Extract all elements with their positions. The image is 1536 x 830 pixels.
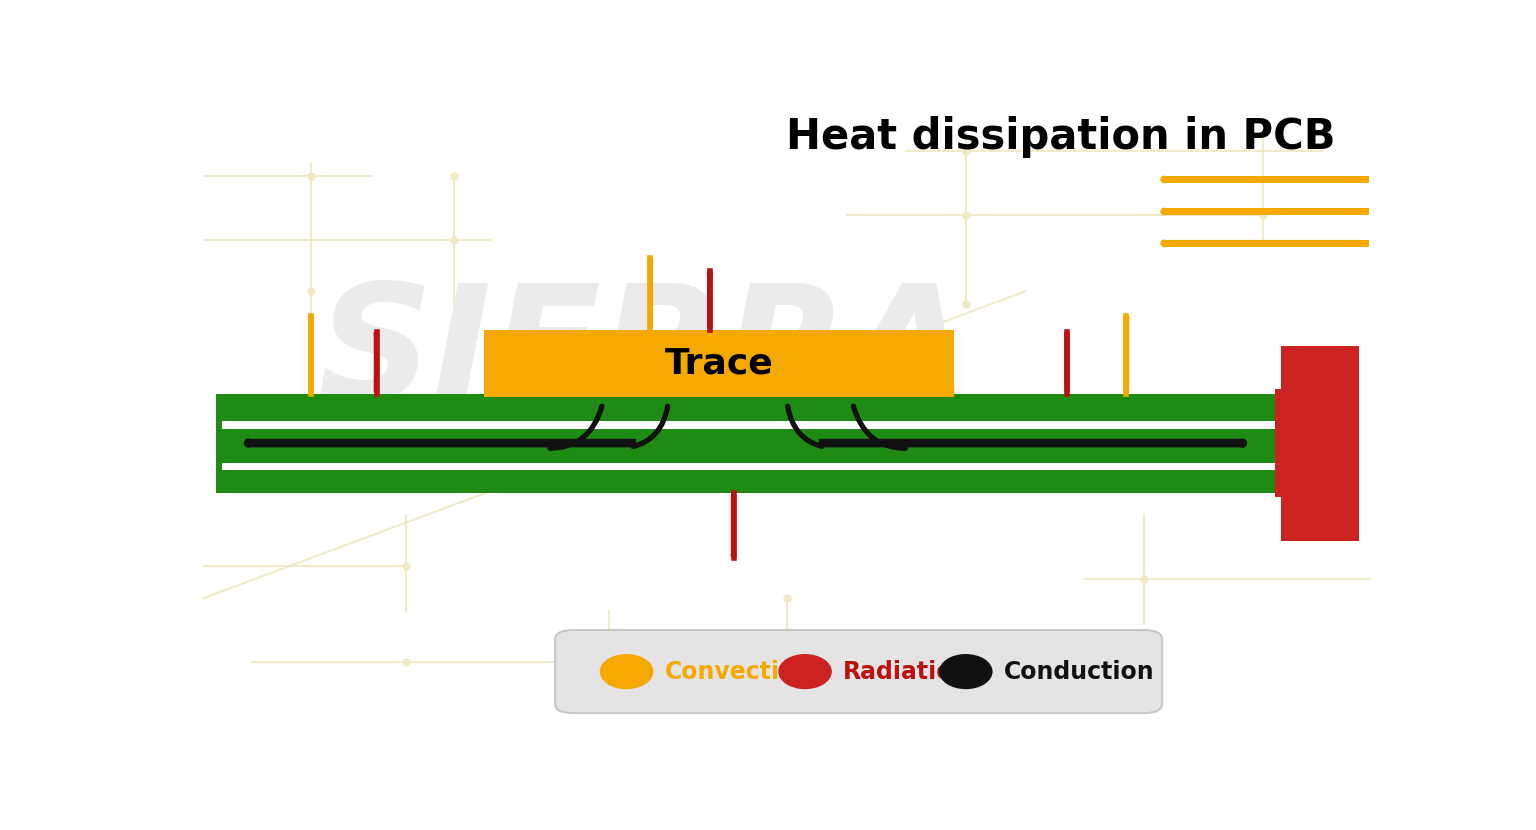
Ellipse shape [938,654,992,689]
Bar [484,330,954,397]
Text: Conduction: Conduction [1005,660,1155,684]
Bar [1281,345,1359,540]
Text: Trace: Trace [665,346,773,380]
Text: Heat dissipation in PCB: Heat dissipation in PCB [786,115,1336,158]
Ellipse shape [599,654,653,689]
Ellipse shape [779,654,833,689]
FancyBboxPatch shape [554,630,1163,713]
Text: CIRCUITS: CIRCUITS [445,400,1058,515]
Text: Radiation: Radiation [843,660,971,684]
Bar [215,393,1281,493]
Bar [221,462,1275,471]
Bar [221,421,1275,429]
Bar [1275,389,1284,497]
Text: Convection: Convection [665,660,813,684]
Text: SIERRA: SIERRA [318,278,971,432]
